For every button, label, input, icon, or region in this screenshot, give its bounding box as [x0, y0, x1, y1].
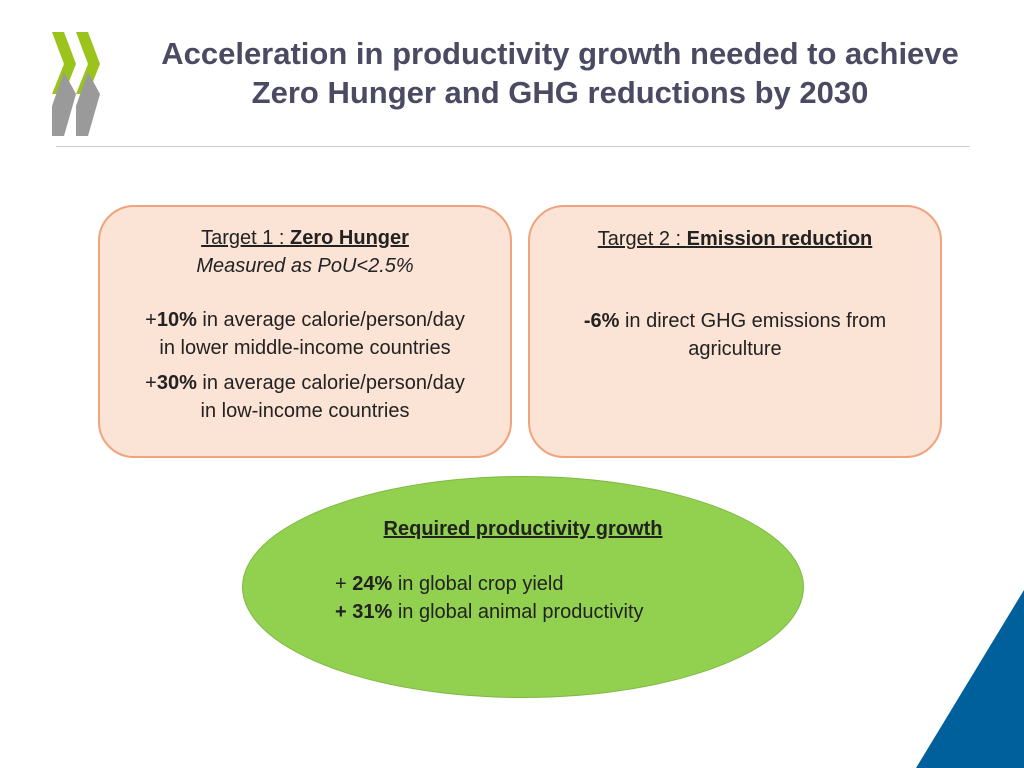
logo-left-green-chevron	[52, 32, 76, 94]
target-2-box: Target 2 : Emission reduction -6% in dir…	[528, 205, 942, 458]
target-1-item-2: +30% in average calorie/person/day in lo…	[145, 372, 465, 422]
title-divider	[56, 146, 970, 147]
slide-title: Acceleration in productivity growth need…	[161, 36, 959, 110]
productivity-item-1: + 24% in global crop yield	[335, 573, 564, 595]
logo-left-grey-chevron	[52, 72, 76, 136]
target-1-item-1: +10% in average calorie/person/day in lo…	[145, 309, 465, 359]
target-2-header: Target 2 : Emission reduction	[530, 225, 940, 253]
target-2-label: Target 2 : Emission reduction	[597, 228, 873, 250]
target-1-label: Target 1 : Zero Hunger	[201, 227, 409, 249]
productivity-item-2: + 31% in global animal productivity	[335, 601, 644, 623]
target-1-subtitle: Measured as PoU<2.5%	[196, 255, 414, 277]
productivity-ellipse: Required productivity growth + 24% in gl…	[242, 476, 804, 698]
chevron-logo-icon	[52, 32, 100, 136]
productivity-heading: Required productivity growth	[383, 518, 663, 540]
corner-triangle-icon	[916, 590, 1024, 768]
target-1-header: Target 1 : Zero Hunger Measured as PoU<2…	[100, 224, 510, 280]
logo-right-green-chevron	[76, 32, 100, 94]
target-2-item-1: -6% in direct GHG emissions from agricul…	[583, 310, 887, 360]
logo-right-grey-chevron	[76, 72, 100, 136]
target-1-box: Target 1 : Zero Hunger Measured as PoU<2…	[98, 205, 512, 458]
